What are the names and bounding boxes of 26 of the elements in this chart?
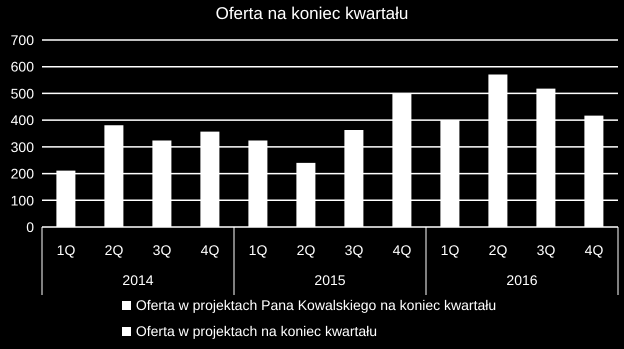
x-tick-label: 2Q (104, 242, 124, 258)
y-tick-label: 500 (10, 85, 34, 102)
x-tick-label: 1Q (440, 242, 460, 258)
text: 2015 (314, 272, 346, 288)
x-tick-label: 4Q (584, 242, 604, 258)
x-tick-label: 1Q (56, 242, 76, 258)
y-tick-label: 600 (10, 58, 34, 75)
x-tick-label: 4Q (200, 242, 220, 258)
text: 2016 (506, 272, 538, 288)
x-tick-label: 3Q (344, 242, 364, 258)
y-tick-label: 0 (26, 218, 34, 235)
x-tick-label: 2Q (488, 242, 508, 258)
x-tick-label: 1Q (248, 242, 268, 258)
y-tick-label: 400 (10, 112, 34, 128)
y-tick-label: 200 (10, 166, 34, 182)
x-tick-label: 3Q (152, 242, 172, 258)
x-tick-label: 3Q (536, 242, 556, 258)
text: 2014 (122, 272, 154, 288)
legend-label: Oferta w projektach Pana Kowalskiego na koniec kwartału (136, 297, 496, 313)
y-tick-label: 700 (10, 32, 34, 48)
chart-title: Oferta na koniec kwartału (214, 4, 410, 24)
y-tick-label: 100 (10, 192, 34, 208)
legend-label: Oferta w projektach na koniec kwartału (136, 323, 378, 339)
x-tick-label: 4Q (392, 242, 412, 258)
x-tick-label: 2Q (296, 242, 316, 258)
y-tick-label: 300 (10, 138, 34, 155)
